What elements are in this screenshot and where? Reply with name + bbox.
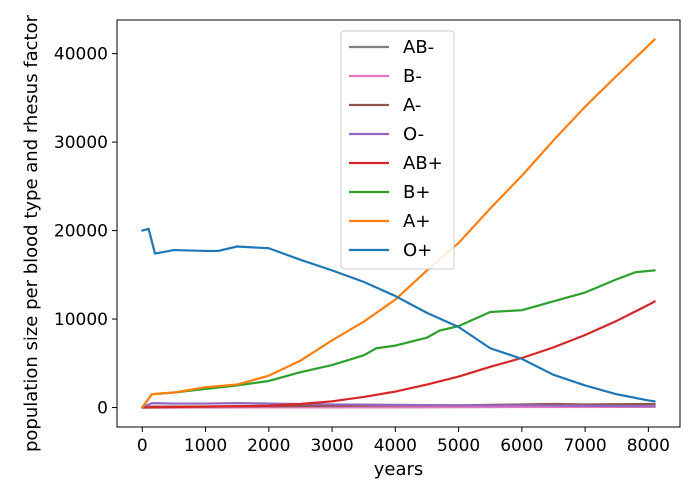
axes-layer: 0 1000 2000 3000 4000 5000 6000 7000 8000 0 10000 2…: [54, 19, 681, 456]
legend-entry: A-: [403, 95, 421, 116]
x-tick-label: 6000: [500, 436, 543, 456]
legend: AB- B- A- O- AB+ B+ A+ O+: [340, 30, 455, 270]
x-tick-label: 7000: [563, 436, 606, 456]
x-tick-label: 3000: [310, 436, 353, 456]
legend-entry: B+: [403, 182, 430, 203]
legend-entry: O-: [403, 124, 424, 145]
plot-frame: [116, 19, 681, 428]
legend-entry: A+: [403, 211, 430, 232]
legend-entry: AB+: [403, 153, 443, 174]
y-tick-label: 20000: [54, 222, 108, 242]
x-axis-label: years: [374, 459, 424, 480]
y-tick-label: 0: [97, 399, 108, 419]
x-tick-label: 1000: [184, 436, 227, 456]
series-line-o-pos: [141, 227, 656, 403]
x-tick-label: 5000: [437, 436, 480, 456]
legend-entry: O+: [403, 240, 432, 261]
legend-box: [340, 30, 455, 270]
x-tick-label: 4000: [374, 436, 417, 456]
legend-entry: B-: [403, 66, 422, 87]
y-tick-label: 40000: [54, 45, 108, 65]
y-tick-label: 10000: [54, 310, 108, 330]
legend-entry: AB-: [403, 37, 434, 58]
x-tick-label: 0: [137, 436, 148, 456]
series-line-a-pos: [141, 38, 656, 409]
series-layer: [141, 38, 656, 409]
y-axis-label: population size per blood type and rhesu…: [21, 14, 42, 452]
y-tick-label: 30000: [54, 133, 108, 153]
series-lines: [141, 38, 656, 409]
series-line-ab-pos: [141, 300, 656, 409]
series-line-b-pos: [141, 269, 656, 409]
x-tick-label: 8000: [627, 436, 670, 456]
x-tick-label: 2000: [247, 436, 290, 456]
